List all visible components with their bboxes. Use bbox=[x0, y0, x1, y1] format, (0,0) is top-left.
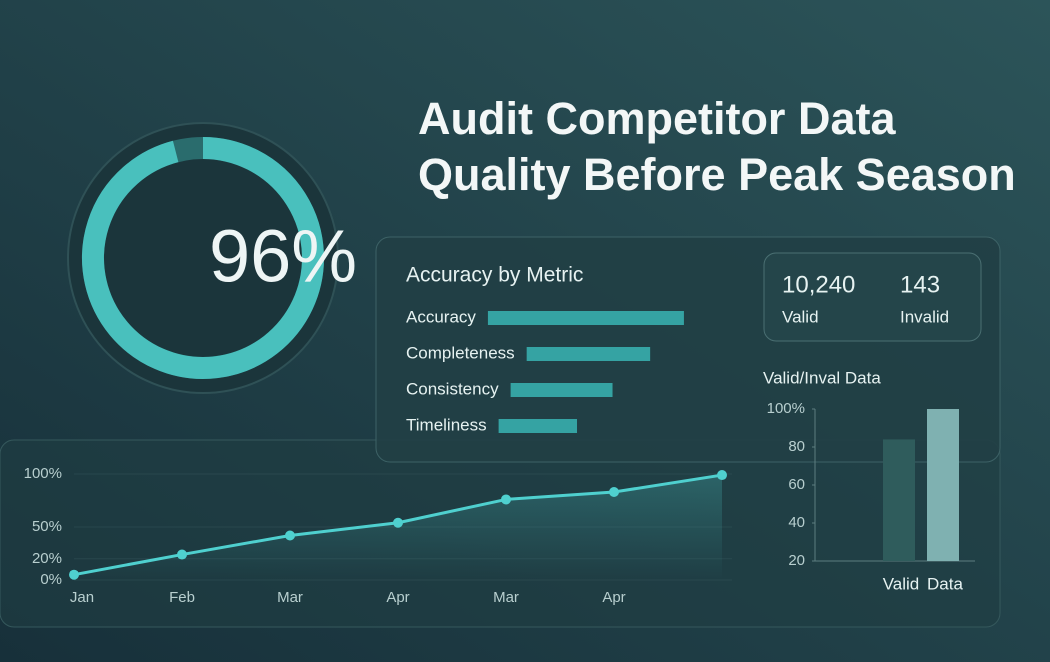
stat-label: Invalid bbox=[900, 307, 949, 326]
y-tick-label: 20 bbox=[788, 552, 805, 569]
gauge-disk bbox=[67, 122, 339, 394]
hbar bbox=[526, 347, 651, 361]
hbar-title: Accuracy by Metric bbox=[406, 264, 583, 287]
bar bbox=[883, 439, 915, 561]
hbar bbox=[510, 383, 613, 397]
y-tick-label: 80 bbox=[788, 438, 805, 455]
hbar-label: Consistency bbox=[406, 379, 499, 398]
stats-card bbox=[763, 252, 982, 342]
line-point bbox=[609, 487, 619, 498]
x-tick-label: Apr bbox=[602, 589, 625, 606]
hbar bbox=[487, 311, 684, 325]
x-tick-label: Data bbox=[927, 574, 963, 593]
y-tick-label: 100% bbox=[767, 400, 805, 417]
y-tick-label: 20% bbox=[32, 550, 62, 567]
y-tick-label: 50% bbox=[32, 518, 62, 535]
bar bbox=[927, 409, 959, 561]
bar-title: Valid/Inval Data bbox=[763, 368, 881, 387]
line-point bbox=[69, 569, 79, 580]
line-point bbox=[501, 494, 511, 505]
line-point bbox=[285, 530, 295, 541]
x-tick-label: Valid bbox=[883, 574, 920, 593]
y-tick-label: 0% bbox=[40, 571, 62, 588]
y-tick-label: 60 bbox=[788, 476, 805, 493]
line-point bbox=[393, 517, 403, 528]
y-tick-label: 40 bbox=[788, 514, 805, 531]
stat-value: 143 bbox=[900, 271, 940, 298]
gauge-label: 96% bbox=[209, 215, 357, 298]
gauge-arc bbox=[82, 137, 324, 379]
hbar-label: Timeliness bbox=[406, 415, 487, 434]
x-tick-label: Feb bbox=[169, 589, 195, 606]
x-tick-label: Mar bbox=[493, 589, 519, 606]
line-point bbox=[717, 470, 727, 481]
y-tick-label: 100% bbox=[24, 465, 62, 482]
hbar bbox=[498, 419, 578, 433]
stat-label: Valid bbox=[782, 307, 819, 326]
x-tick-label: Jan bbox=[70, 589, 94, 606]
x-tick-label: Apr bbox=[386, 589, 409, 606]
title: Audit Competitor Data Quality Before Peak… bbox=[418, 93, 1016, 200]
line-point bbox=[177, 549, 187, 560]
hbar-label: Completeness bbox=[406, 343, 515, 362]
stat-value: 10,240 bbox=[782, 271, 855, 298]
hbar-label: Accuracy bbox=[406, 307, 476, 326]
x-tick-label: Mar bbox=[277, 589, 303, 606]
